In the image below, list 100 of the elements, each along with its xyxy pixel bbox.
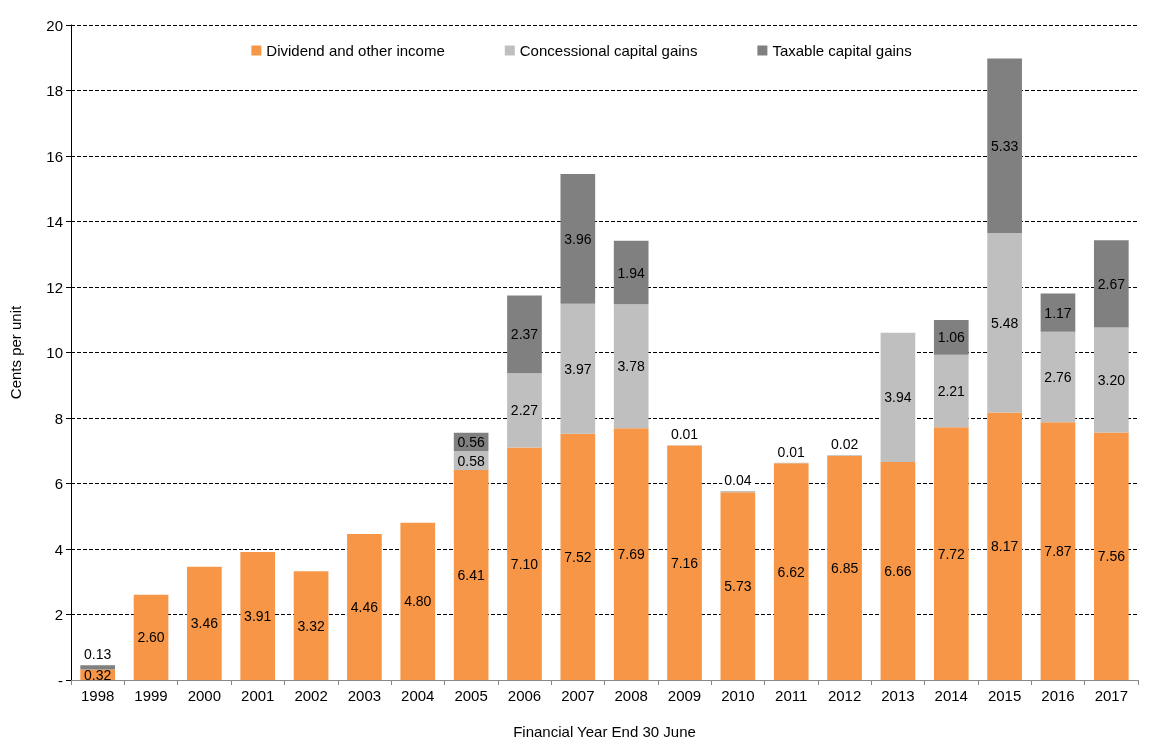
y-tick-label: 16 <box>46 147 63 165</box>
data-label: 6.62 <box>777 563 806 580</box>
data-label: 2.27 <box>510 402 539 419</box>
bar <box>1093 327 1129 433</box>
x-tick-label: 2014 <box>934 687 968 704</box>
data-label: 4.46 <box>350 598 379 615</box>
x-tick-label: 2017 <box>1094 687 1129 704</box>
y-tick-label: - <box>58 671 63 689</box>
data-label: 2.76 <box>1044 369 1072 386</box>
data-label: 6.85 <box>830 559 859 576</box>
data-label: 0.32 <box>84 666 112 683</box>
data-label: 0.58 <box>457 452 485 469</box>
x-tick-label: 2004 <box>401 687 435 704</box>
y-tick-label: 10 <box>46 344 63 361</box>
bar <box>613 240 649 305</box>
data-label: 3.94 <box>884 389 912 406</box>
data-label: 7.10 <box>510 555 539 572</box>
x-tick-label: 2010 <box>721 687 755 704</box>
bar <box>507 447 542 680</box>
data-label: 4.80 <box>404 593 432 610</box>
x-tick-label: 2016 <box>1041 687 1075 704</box>
y-tick-label: 6 <box>54 475 63 492</box>
bar <box>293 571 329 680</box>
y-tick-label: 2 <box>54 606 63 623</box>
y-tick-label: 18 <box>46 82 63 99</box>
x-tick-label: 2002 <box>294 687 328 704</box>
bar <box>880 332 916 462</box>
x-tick-label: 2015 <box>987 687 1022 704</box>
x-tick-label: 2009 <box>667 687 702 704</box>
x-tick-label: 2003 <box>347 687 382 704</box>
data-label: 5.48 <box>991 314 1019 331</box>
data-label: 3.78 <box>617 358 646 375</box>
bar <box>667 445 702 680</box>
bar <box>133 594 169 680</box>
x-tick-label: 2011 <box>775 687 808 704</box>
data-label: 3.91 <box>244 607 272 624</box>
x-tick-label: 2005 <box>454 687 488 704</box>
bar <box>507 373 542 448</box>
bar <box>400 522 436 680</box>
bar <box>827 455 862 680</box>
data-label: 6.41 <box>457 567 485 584</box>
data-label: 2.21 <box>937 382 966 399</box>
y-tick-label: 14 <box>46 213 63 230</box>
data-label: 3.96 <box>564 230 592 247</box>
data-label: 6.66 <box>884 562 912 579</box>
y-tick-label: 12 <box>46 278 63 296</box>
bar <box>613 428 649 680</box>
bar <box>613 304 649 429</box>
legend-label: Concessional capital gains <box>519 42 698 59</box>
bar <box>507 295 542 374</box>
data-label: 1.17 <box>1044 304 1072 321</box>
bar <box>880 461 916 680</box>
x-tick-label: 1998 <box>80 687 115 704</box>
data-label: 3.32 <box>297 617 325 634</box>
bar <box>240 551 276 680</box>
data-label: 0.13 <box>84 646 112 663</box>
bar <box>933 354 969 428</box>
data-label: 7.72 <box>937 545 966 562</box>
data-label: 7.16 <box>670 554 699 571</box>
legend-label: Taxable capital gains <box>772 42 912 59</box>
x-tick-label: 2000 <box>187 687 222 704</box>
y-tick-label: 20 <box>46 16 63 34</box>
data-label: 5.33 <box>991 137 1019 154</box>
bar <box>720 492 756 680</box>
data-label: 2.60 <box>137 629 165 646</box>
x-tick-label: 2001 <box>241 687 275 704</box>
x-tick-label: 2007 <box>561 687 595 704</box>
y-tick-label: 8 <box>54 409 63 427</box>
bar <box>453 470 489 680</box>
data-label: 0.04 <box>724 472 752 489</box>
data-label: 2.37 <box>510 326 539 343</box>
bar <box>560 433 596 680</box>
data-label: 2.67 <box>1097 275 1126 292</box>
x-axis-title: Financial Year End 30 June <box>513 723 696 740</box>
data-label: 3.46 <box>190 615 219 632</box>
bar <box>80 665 116 670</box>
x-tick-label: 2006 <box>507 687 542 704</box>
data-label: 3.20 <box>1097 372 1126 389</box>
data-label: 0.01 <box>777 443 806 460</box>
bar <box>1093 240 1129 328</box>
data-label: 3.97 <box>564 360 592 377</box>
bar <box>1040 293 1076 332</box>
data-label: 7.69 <box>617 546 646 563</box>
bar <box>987 232 1022 413</box>
data-label: 5.73 <box>724 578 752 595</box>
x-tick-label: 2008 <box>614 687 648 704</box>
bar <box>1040 331 1076 423</box>
data-label: 7.87 <box>1044 543 1072 560</box>
bar <box>560 303 596 434</box>
data-label: 1.06 <box>937 329 966 346</box>
bar <box>1040 422 1076 680</box>
bar <box>560 174 596 304</box>
data-label: 7.56 <box>1097 548 1126 565</box>
y-axis-title: Cents per unit <box>7 304 24 400</box>
data-label: 0.56 <box>457 433 485 450</box>
bar <box>347 533 382 680</box>
data-label: 1.94 <box>617 264 646 281</box>
bar <box>987 412 1022 680</box>
bar <box>773 463 809 680</box>
data-label: 0.02 <box>830 436 859 453</box>
